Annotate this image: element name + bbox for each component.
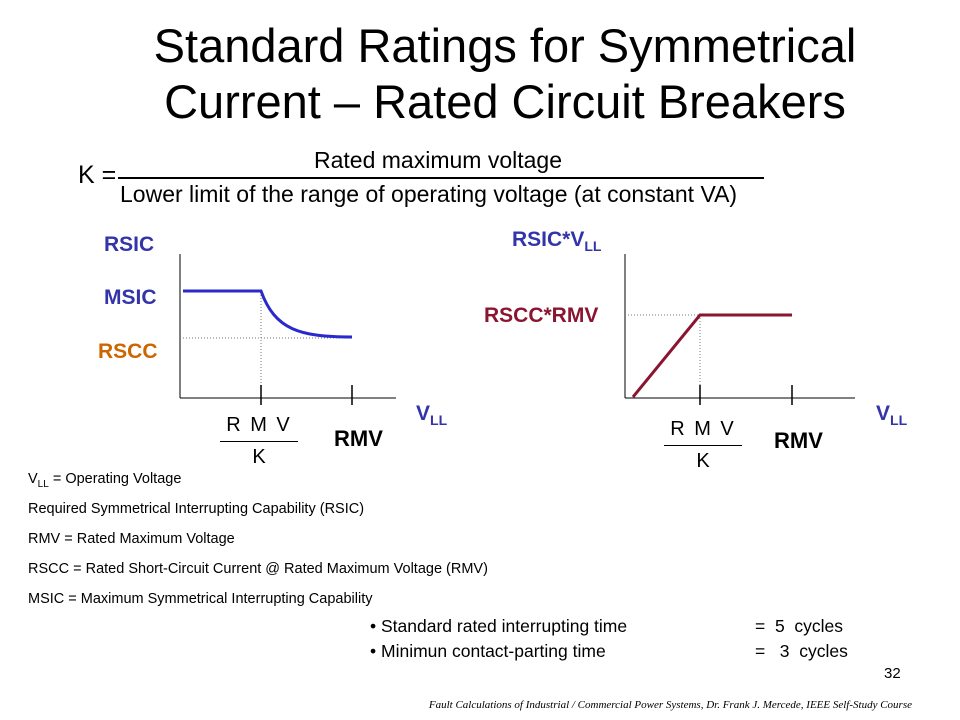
right-rmv-label: RMV (774, 428, 823, 453)
right-x-axis-sub: LL (890, 412, 908, 429)
right-x-axis-label: VLL (876, 402, 907, 428)
left-x-axis-sub: LL (430, 412, 448, 429)
definition-vll: VLL = Operating Voltage (28, 464, 488, 494)
right-rmv-over-k: R M V K (664, 418, 742, 473)
definition-rscc: RSCC = Rated Short-Circuit Current @ Rat… (28, 561, 488, 577)
footer-citation: Fault Calculations of Industrial / Comme… (428, 699, 912, 711)
right-y-axis-main: RSIC*V (512, 228, 585, 251)
left-label-rsic: RSIC (104, 233, 155, 256)
left-capability-curve (183, 289, 353, 339)
right-x-axis-main: V (876, 402, 891, 425)
timing-bullets: • Standard rated interrupting time = 5 cy… (370, 614, 848, 664)
bullet-interrupting-time: • Standard rated interrupting time = 5 cy… (370, 614, 843, 639)
left-x-axis-label: VLL (416, 402, 447, 428)
definition-rmv: RMV = Rated Maximum Voltage (28, 531, 235, 547)
def-vll-rest: = Operating Voltage (48, 471, 182, 487)
right-y-axis-sub: LL (584, 238, 602, 255)
formula-fraction-bar (118, 177, 764, 179)
definition-msic: MSIC = Maximum Symmetrical Interrupting … (28, 591, 373, 607)
definition-rsic: Required Symmetrical Interrupting Capabi… (28, 501, 365, 517)
definitions-list: VLL = Operating Voltage Required Symmetr… (28, 464, 488, 614)
right-frac-bar (664, 445, 742, 446)
left-rmv-over-k: R M V K (220, 414, 298, 469)
right-frac-numerator: R M V (670, 418, 736, 440)
k-formula: K = Rated maximum voltage Lower limit of… (68, 145, 768, 211)
bullet-2-text: Minimun contact-parting time (381, 641, 606, 661)
left-rmv-label: RMV (334, 426, 383, 451)
def-vll-sub: LL (37, 478, 49, 490)
right-label-rscc-rmv: RSCC*RMV (484, 304, 599, 327)
left-frac-numerator: R M V (226, 414, 292, 436)
left-frac-bar (220, 441, 298, 442)
bullet-contact-parting-time: • Minimun contact-parting time = 3 cycles (370, 639, 848, 664)
formula-numerator: Rated maximum voltage (314, 147, 562, 173)
right-product-curve (631, 313, 792, 398)
bullet-1-value: = 5 cycles (755, 616, 844, 636)
left-x-axis-main: V (416, 402, 431, 425)
page-number: 32 (884, 665, 901, 682)
left-label-rscc: RSCC (98, 340, 158, 363)
formula-lhs: K = (78, 161, 117, 189)
right-y-axis-label: RSIC*VLL (512, 228, 601, 254)
def-vll-main: V (28, 471, 38, 487)
left-frac-denominator: K (252, 446, 266, 468)
title-line-1: Standard Ratings for Symmetrical (153, 19, 857, 72)
title-line-2: Current – Rated Circuit Breakers (164, 75, 846, 128)
right-frac-denominator: K (696, 450, 710, 472)
left-label-msic: MSIC (104, 286, 157, 309)
bullet-1-text: Standard rated interrupting time (381, 616, 628, 636)
bullet-2-value: = 3 cycles (755, 641, 848, 661)
formula-denominator: Lower limit of the range of operating vo… (120, 181, 738, 207)
slide-title: Standard Ratings for Symmetrical Current… (0, 18, 960, 130)
